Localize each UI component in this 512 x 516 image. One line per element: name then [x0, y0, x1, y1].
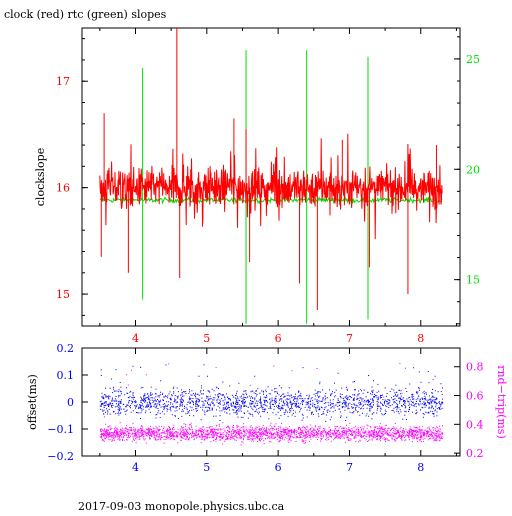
offset-points [99, 364, 444, 422]
rtc-ytick-label-0: 15 [466, 274, 480, 287]
offset-ytick-label-2: 0 [67, 396, 74, 409]
offset-ytick-label-0: 0.2 [57, 342, 75, 355]
footer-caption: 2017-09-03 monopole.physics.ubc.ca [78, 500, 285, 512]
rndtrip-ytick-label-3: 0.2 [466, 447, 484, 460]
offset-panel: 4 5 6 7 8 0.2 0.1 0 −0.1 −0.2 0.8 0.6 0.4 0.2 offset(… [26, 342, 508, 474]
slopes-ytick-label-1: 16 [56, 182, 70, 195]
slopes-panel: 4 5 6 7 8 15 16 17 15 20 25 clockslope [34, 27, 480, 345]
rtc-slope-line [99, 195, 443, 206]
rndtrip-axis-label: rnd−trip(ms) [495, 365, 508, 439]
slopes-xtick-label-4: 8 [417, 332, 424, 345]
offset-xtick-label-2: 6 [275, 461, 282, 474]
slopes-data [99, 28, 443, 324]
offset-xtick-label-0: 4 [132, 461, 139, 474]
offset-axis-label: offset(ms) [26, 374, 39, 430]
slopes-xtick-label-2: 6 [275, 332, 282, 345]
offset-xtick-label-4: 8 [417, 461, 424, 474]
rndtrip-ytick-label-0: 0.8 [466, 361, 484, 374]
clock-slope-line [99, 133, 443, 240]
rndtrip-ytick-label-2: 0.4 [466, 418, 484, 431]
offset-data [99, 363, 444, 446]
offset-ytick-label-4: −0.2 [47, 450, 74, 463]
slopes-ytick-label-0: 15 [56, 288, 70, 301]
rtc-ytick-label-1: 20 [466, 163, 480, 176]
slopes-axes: 4 5 6 7 8 15 16 17 15 20 25 [56, 28, 480, 345]
offset-xtick-label-3: 7 [346, 461, 353, 474]
clockslope-axis-label: clockslope [34, 148, 47, 206]
slopes-frame [81, 27, 461, 327]
offset-axes: 4 5 6 7 8 0.2 0.1 0 −0.1 −0.2 0.8 0.6 0.4 0.2 [47, 342, 483, 474]
rndtrip-points [99, 363, 444, 446]
offset-ytick-label-1: 0.1 [57, 369, 75, 382]
slopes-ytick-label-2: 17 [56, 75, 70, 88]
slopes-xtick-label-3: 7 [346, 332, 353, 345]
offset-ytick-label-3: −0.1 [47, 423, 74, 436]
slopes-xtick-label-1: 5 [203, 332, 210, 345]
rtc-ytick-label-2: 25 [466, 53, 480, 66]
slopes-xtick-label-0: 4 [132, 332, 139, 345]
chart-title: clock (red) rtc (green) slopes [4, 8, 167, 21]
rndtrip-ytick-label-1: 0.6 [466, 390, 484, 403]
offset-xtick-label-1: 5 [203, 461, 210, 474]
